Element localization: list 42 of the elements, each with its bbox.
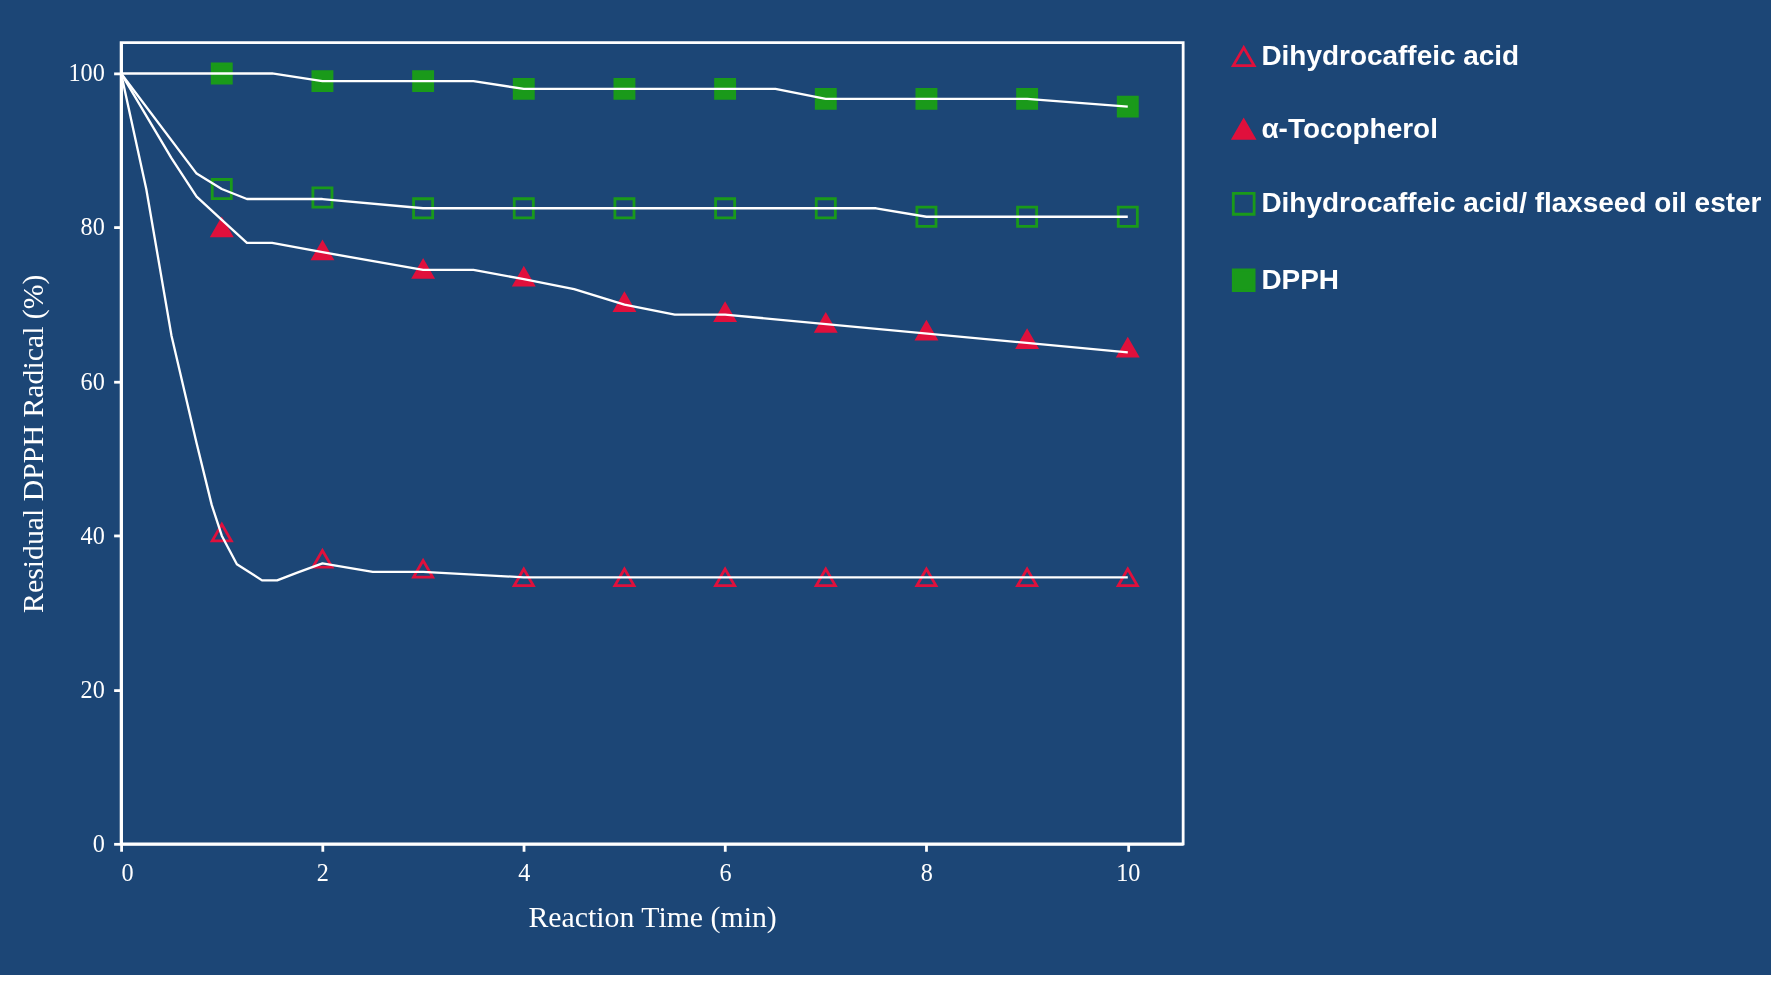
x-tick-label: 10 xyxy=(1116,858,1141,886)
legend-label: Dihydrocaffeic acid/ flaxseed oil ester xyxy=(1261,187,1762,219)
point xyxy=(210,178,233,200)
legend-label: α-Tocopherol xyxy=(1261,112,1438,144)
x-tick-label: 6 xyxy=(719,858,732,886)
legend-label: DPPH xyxy=(1261,263,1340,295)
y-tick-label: 100 xyxy=(68,59,105,87)
x-tick-label: 8 xyxy=(920,858,933,886)
y-tick-label: 20 xyxy=(80,675,105,703)
point xyxy=(311,186,334,209)
y-axis-title: Residual DPPH Radical (%) xyxy=(16,274,51,613)
y-tick-label: 0 xyxy=(92,829,105,857)
point xyxy=(512,567,535,587)
x-axis-title: Reaction Time (min) xyxy=(528,900,777,935)
point xyxy=(814,567,837,587)
point xyxy=(1016,567,1039,587)
point xyxy=(1116,205,1139,228)
point xyxy=(412,70,435,93)
x-tick-label: 0 xyxy=(121,858,134,886)
point xyxy=(210,217,233,238)
x-tick-label: 4 xyxy=(518,858,531,886)
legend-label: Dihydrocaffeic acid xyxy=(1261,40,1520,72)
y-tick-label: 80 xyxy=(80,213,105,241)
point xyxy=(1016,205,1039,228)
point xyxy=(512,197,535,220)
point xyxy=(915,567,938,587)
point xyxy=(1116,95,1139,118)
point xyxy=(613,567,636,587)
y-tick-label: 60 xyxy=(80,367,105,395)
point xyxy=(814,197,837,220)
point xyxy=(210,522,233,543)
point xyxy=(412,559,435,579)
y-tick-label: 40 xyxy=(80,521,105,549)
point xyxy=(714,567,737,587)
point xyxy=(714,77,737,100)
point xyxy=(613,197,636,220)
point xyxy=(412,197,435,220)
point xyxy=(714,197,737,220)
point xyxy=(915,205,938,228)
x-tick-label: 2 xyxy=(316,858,329,886)
point xyxy=(1116,338,1139,358)
point xyxy=(1116,567,1139,587)
